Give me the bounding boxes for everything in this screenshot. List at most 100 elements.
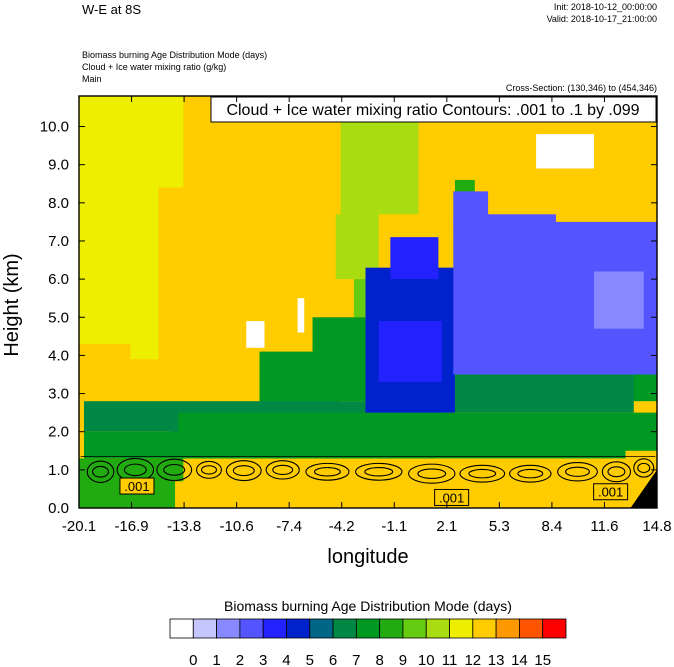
colorbar-swatch [425,618,450,639]
y-tick-label: 1.0 [48,462,69,479]
colorbar-swatch [495,618,520,639]
x-tick-label: 5.3 [489,518,510,535]
colorbar-swatch [262,618,287,639]
colorbar-label: 4 [282,652,290,667]
x-tick-label: -10.6 [220,518,254,535]
field-label-1: Biomass burning Age Distribution Mode (d… [82,50,267,60]
contour-line [633,458,655,478]
contour-line [517,468,544,479]
y-tick-label: 2.0 [48,424,69,441]
contour-line [201,465,218,475]
y-axis: 0.0 1.0 2.0 3.0 4.0 5.0 6.0 7.0 8.0 9.0 10.0 [40,119,657,517]
contour-label-box [434,488,470,506]
colorbar-swatch [472,618,497,639]
contour-line [607,466,626,478]
y-tick-label: 5.0 [48,309,69,326]
colorbar-swatch [192,618,217,639]
x-tick-label: -4.2 [329,518,355,535]
contour-line [305,462,350,481]
init-time: Init: 2018-10-12_00:00:00 [554,2,657,12]
colorbar-swatch [542,618,567,639]
colorbar-swatch [332,618,357,639]
contour-line [565,466,590,477]
contour-line [355,462,403,481]
contour-line [408,463,456,484]
plot-frame [78,95,658,509]
field-label-2: Cloud + Ice water mixing ratio (g/kg) [82,62,226,72]
colorbar-swatch [379,618,404,639]
x-tick-label: -1.1 [381,518,407,535]
colorbar-swatch [216,618,241,639]
y-tick-label: 6.0 [48,271,69,288]
contour-line [86,460,115,483]
colorbar-label: 6 [329,652,337,667]
header-title: W-E at 8S [82,2,141,17]
contour-line [123,463,147,477]
colorbar-swatch [355,618,381,639]
contour-line [557,462,598,482]
field-region [378,321,442,383]
field-region [130,187,159,360]
terrain-corner [630,469,657,508]
colorbar-label: 2 [236,652,244,667]
field-region [486,214,556,226]
x-axis: -20.1 -16.9 -13.8 -10.6 -7.4 -4.2 -1.1 2.1 5.3 8.… [62,96,672,535]
plot-fields [79,96,657,508]
x-tick-label: -16.9 [114,518,148,535]
field-region [175,481,657,508]
colorbar-label: 13 [488,652,505,667]
cross-section-label: Cross-Section: (130,346) to (454,346) [506,83,657,93]
contour-line [313,467,341,477]
contour-line [509,464,552,483]
colorbar-swatch [402,618,427,639]
field-region [130,96,184,188]
contour-title-box: Cloud + Ice water mixing ratio Contours:… [210,96,657,123]
contour-line [468,468,497,479]
contour-line [92,465,110,478]
contour-line [196,460,222,479]
y-tick-label: 9.0 [48,157,69,174]
plot-contours [80,456,656,484]
contour-label-box [119,477,155,495]
field-region [594,271,644,329]
y-tick-label: 8.0 [48,195,69,212]
contour-line [459,464,506,483]
colorbar-label: 14 [511,652,528,667]
x-tick-label: 11.6 [590,518,618,535]
contour-label: .001 [598,485,623,500]
x-tick-label: 2.1 [436,518,457,535]
y-tick-label: 4.0 [48,347,69,364]
contour-label-box [593,483,629,501]
colorbar-title: Biomass burning Age Distribution Mode (d… [224,598,512,614]
contour-line [163,463,186,476]
colorbar-label: 9 [399,652,407,667]
x-axis-label: longitude [327,546,408,568]
colorbar: 0 1 2 3 4 5 6 7 8 9 10 11 12 13 14 15 [169,618,567,667]
contour-line [417,468,447,479]
y-axis-label: Height (km) [1,253,23,356]
contour-line [601,461,632,483]
contour-title: Cloud + Ice water mixing ratio Contours:… [226,102,639,119]
field-region [390,237,439,280]
contour-line [364,467,394,477]
colorbar-label: 11 [442,652,458,667]
colorbar-label: 12 [464,652,481,667]
colorbar-swatch [309,618,334,639]
colorbar-label: 0 [189,652,197,667]
colorbar-swatch [286,618,311,639]
x-tick-label: 14.8 [642,518,671,535]
contour-line [232,465,255,477]
valid-time: Valid: 2018-10-17_21:00:00 [547,14,657,24]
contour-labels: .001 .001 .001 [119,477,629,506]
contour-label: .001 [439,490,464,505]
y-tick-label: 10.0 [40,119,69,136]
contour-line [637,462,651,474]
y-tick-label: 3.0 [48,386,69,403]
field-region [297,298,305,333]
contour-label: .001 [124,479,149,494]
field-label-3: Main [82,74,102,84]
colorbar-label: 7 [352,652,360,667]
contour-line [156,458,193,482]
colorbar-label: 10 [418,652,435,667]
